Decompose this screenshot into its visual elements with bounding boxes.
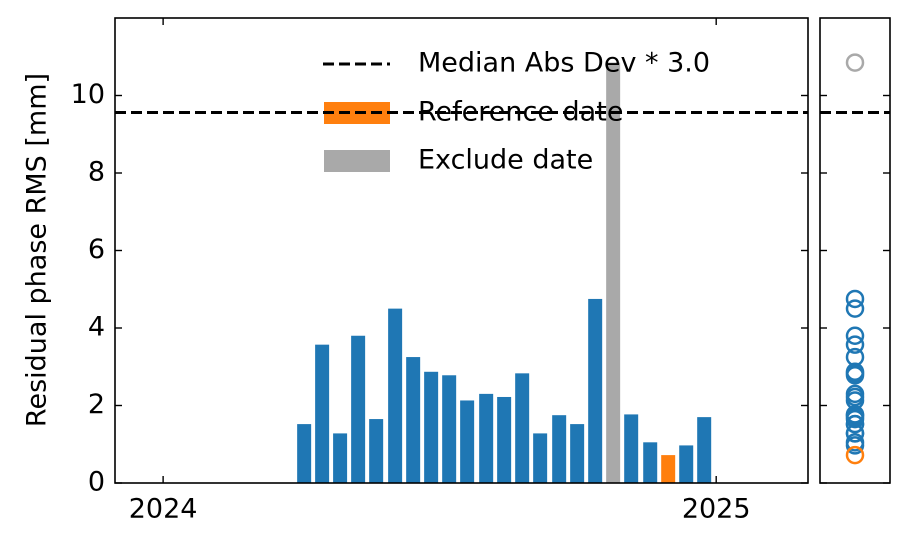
bar: [643, 442, 658, 483]
bar: [460, 400, 475, 483]
bar: [369, 419, 384, 483]
bar: [570, 424, 585, 483]
bar: [497, 396, 512, 483]
bar: [297, 424, 312, 483]
bar: [424, 371, 439, 483]
legend-label: Median Abs Dev * 3.0: [418, 48, 710, 79]
side-point: [845, 387, 865, 407]
bar: [624, 414, 639, 483]
side-point: [845, 414, 865, 434]
side-point: [845, 53, 865, 72]
bar: [679, 445, 694, 483]
side-point: [845, 436, 865, 455]
bar: [333, 433, 348, 483]
bar: [515, 373, 530, 483]
side-frame: [819, 17, 891, 484]
bar: [588, 298, 603, 483]
bar: [606, 62, 621, 483]
x-tick-label: 2025: [682, 494, 751, 525]
y-tick-label: 4: [88, 312, 105, 343]
y-tick-label: 8: [88, 157, 105, 188]
y-tick-label: 6: [88, 234, 105, 265]
side-point: [845, 407, 865, 427]
y-tick-label: 0: [88, 467, 105, 498]
side-point: [845, 445, 865, 465]
side-point: [845, 326, 865, 345]
legend-swatch: [324, 150, 390, 172]
side-point: [845, 335, 865, 354]
x-tick-label: 2024: [129, 494, 198, 525]
bar: [406, 357, 421, 483]
legend-label: Exclude date: [418, 145, 593, 176]
bar: [388, 308, 403, 483]
bar: [661, 455, 676, 483]
side-point: [845, 289, 865, 309]
bar: [533, 433, 548, 483]
bar: [442, 375, 457, 483]
bar: [479, 393, 494, 483]
side-point: [845, 299, 865, 318]
bar: [315, 344, 330, 483]
bar: [351, 335, 366, 483]
y-tick-label: 10: [71, 79, 105, 110]
bar: [697, 417, 712, 483]
side-point: [845, 364, 865, 383]
y-tick-label: 2: [88, 389, 105, 420]
bar: [552, 415, 567, 483]
y-axis-label: Residual phase RMS [mm]: [22, 73, 53, 427]
